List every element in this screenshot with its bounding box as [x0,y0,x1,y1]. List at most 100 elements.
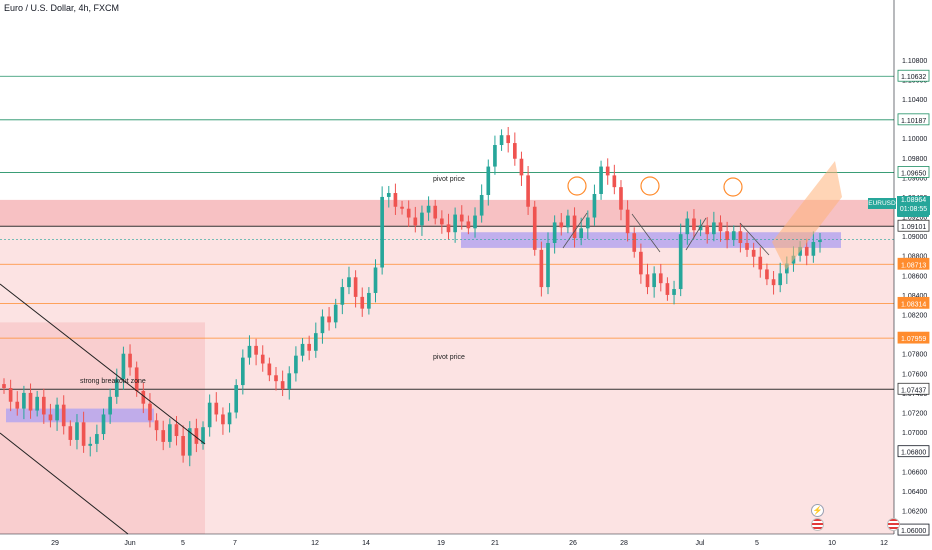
candle-body [466,221,471,229]
candle-body [645,274,650,288]
price-tick-label: 1.08600 [902,273,927,280]
candle-body [168,424,172,442]
candle-body [327,316,331,323]
support-zone [0,226,894,534]
candle-body [241,357,245,386]
candle-body [260,354,265,364]
candle-body [672,289,676,295]
candle-body [420,212,424,226]
candle-body [274,375,278,382]
flag-us-icon[interactable] [887,518,900,531]
candle-body [35,396,39,411]
candle-body [612,175,617,188]
candle-body [526,175,530,207]
candle-body [267,363,272,376]
level-price-label: 1.10632 [901,74,926,81]
candle-body [745,242,749,250]
resistance-zone [0,199,894,227]
candle-body [751,249,756,257]
price-tick-label: 1.07600 [902,371,927,378]
candle-body [22,392,26,409]
symbol-ticker-label: EURUSD [868,200,896,207]
level-price-label: 1.09650 [901,170,926,177]
bar-countdown: 01:08:55 [899,206,928,213]
candle-body [804,246,809,256]
level-price-label: 1.06800 [901,450,926,457]
candle-body [426,205,431,213]
overlay-layer: pivot price pivot price strong breakout zo… [0,161,894,535]
time-tick-label: 12 [880,540,888,547]
candle-body [579,228,583,239]
price-tick-label: 1.06400 [902,489,927,496]
level-price-badge [897,523,930,536]
candle-body [493,145,497,167]
candle-body [639,251,643,275]
candle-body [818,240,822,243]
candle-body [678,234,683,290]
price-tick-label: 1.10000 [902,136,927,143]
flag-us-icon[interactable] [811,518,824,531]
candle-body [81,422,86,446]
candle-body [227,412,232,425]
candle-body [88,443,93,446]
candle-body [539,249,544,288]
level-price-label: 1.06000 [901,528,926,535]
candle-body [2,384,6,389]
time-tick-label: 26 [569,540,577,547]
chart-annotation: pivot price [433,176,465,183]
direction-arrow [631,213,661,253]
candle-body [148,403,152,421]
candle-body [513,143,517,159]
candle-body [386,193,391,197]
lightning-icon[interactable]: ⚡ [811,504,824,517]
candle-body [61,404,66,427]
candle-body [765,269,769,280]
time-tick-label: 12 [311,540,319,547]
candle-body [566,215,570,228]
price-tick-label: 1.07000 [902,430,927,437]
price-tick-label: 1.07800 [902,352,927,359]
time-tick-label: 29 [51,540,59,547]
level-price-label: 1.08713 [901,262,926,269]
candle-body [141,390,146,404]
price-tick-label: 1.06200 [902,508,927,515]
candle-body [413,217,418,226]
candle-body [486,166,491,195]
candle-body [75,422,79,440]
candle-body [665,283,670,295]
candle-body [207,402,212,428]
candle-body [453,214,457,233]
candle-body [532,206,537,250]
candle-body [121,353,126,380]
descending-trendline-upper [0,283,206,445]
candle-body [479,194,484,216]
level-price-badge [897,296,930,309]
level-price-badge [897,166,930,178]
level-price-badge [897,257,930,270]
price-tick-label: 1.09800 [902,156,927,163]
candle-body [380,196,384,268]
candle-body [15,401,20,409]
candle-body [572,215,577,239]
candle-body [705,225,710,235]
level-price-label: 1.07959 [901,336,926,343]
candle-body [307,343,311,351]
candle-body [55,404,59,421]
candle-body [692,218,696,231]
candle-body [48,414,53,421]
candle-body [8,388,13,402]
candle-body [473,215,477,229]
candle-body [811,242,816,256]
price-tick-label: 1.10800 [902,58,927,65]
candle-body [128,353,132,368]
price-axis-bg [894,0,932,550]
candle-body [300,343,305,356]
direction-arrow [685,217,707,251]
candles-layer [2,126,822,467]
price-tick-label: 1.08800 [902,254,927,261]
candle-body [373,267,378,293]
chart-annotation: pivot price [433,354,465,361]
candle-body [174,424,179,437]
time-tick-label: 5 [181,540,185,547]
